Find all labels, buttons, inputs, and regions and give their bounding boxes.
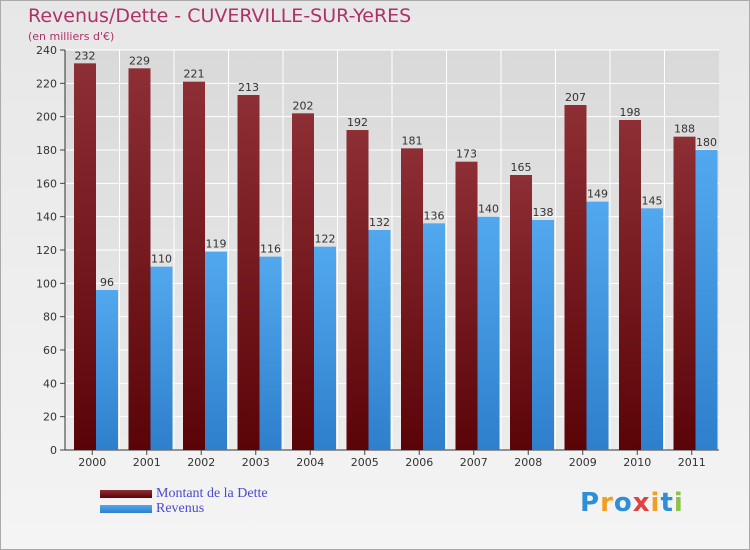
bar-dette-2003 <box>237 95 260 450</box>
data-label-dette-2010: 198 <box>620 106 641 119</box>
bar-dette-2010 <box>619 120 641 450</box>
legend-label-dette: Montant de la Dette <box>156 485 268 501</box>
data-label-revenus-2002: 119 <box>206 238 227 251</box>
logo-letter: x <box>632 488 651 518</box>
ytick-label-180: 180 <box>36 144 57 157</box>
xtick-label-2000: 2000 <box>78 456 106 469</box>
xtick-label-2001: 2001 <box>133 456 161 469</box>
bar-revenus-2011 <box>695 150 718 450</box>
data-label-dette-2003: 213 <box>238 81 259 94</box>
bar-dette-2006 <box>401 148 423 451</box>
data-label-dette-2007: 173 <box>456 148 477 161</box>
bar-revenus-2005 <box>368 230 391 450</box>
data-label-dette-2008: 165 <box>511 161 532 174</box>
data-label-revenus-2007: 140 <box>478 203 499 216</box>
logo-letter: t <box>660 488 674 518</box>
legend-swatch-dette <box>100 489 152 498</box>
ytick-label-20: 20 <box>43 411 57 424</box>
legend-item-dette: Montant de la Dette <box>100 486 268 501</box>
bar-dette-2002 <box>183 81 205 451</box>
data-label-revenus-2005: 132 <box>369 216 390 229</box>
bar-revenus-2007 <box>477 216 500 450</box>
legend: Montant de la Dette Revenus <box>100 486 268 516</box>
bar-revenus-2009 <box>586 201 609 450</box>
bar-dette-2000 <box>74 63 96 450</box>
bar-dette-2009 <box>564 105 587 450</box>
xtick-label-2002: 2002 <box>187 456 215 469</box>
legend-item-revenus: Revenus <box>100 501 268 516</box>
bar-dette-2008 <box>510 175 532 450</box>
data-label-dette-2002: 221 <box>184 68 205 81</box>
logo-letter: P <box>580 488 601 518</box>
data-label-revenus-2004: 122 <box>315 233 336 246</box>
bar-dette-2011 <box>673 136 696 450</box>
ytick-label-200: 200 <box>36 111 57 124</box>
legend-label-revenus: Revenus <box>156 500 205 516</box>
bar-dette-2007 <box>455 161 478 450</box>
chart-subtitle: (en milliers d'€) <box>28 30 115 43</box>
ytick-label-160: 160 <box>36 177 57 190</box>
bar-revenus-2003 <box>259 256 282 450</box>
bar-dette-2005 <box>346 130 369 450</box>
data-label-revenus-2006: 136 <box>424 209 445 222</box>
xtick-label-2009: 2009 <box>569 456 597 469</box>
ytick-label-220: 220 <box>36 77 57 90</box>
data-label-revenus-2011: 180 <box>696 136 717 149</box>
data-label-revenus-2003: 116 <box>260 243 281 256</box>
ytick-label-120: 120 <box>36 244 57 257</box>
xtick-label-2010: 2010 <box>623 456 651 469</box>
data-label-revenus-2009: 149 <box>587 188 608 201</box>
data-label-dette-2005: 192 <box>347 116 368 129</box>
data-label-dette-2006: 181 <box>402 134 423 147</box>
data-label-dette-2011: 188 <box>674 123 695 136</box>
data-label-revenus-2010: 145 <box>642 194 663 207</box>
chart-title: Revenus/Dette - CUVERVILLE-SUR-YeRES <box>28 5 412 27</box>
xtick-label-2003: 2003 <box>242 456 270 469</box>
bar-dette-2001 <box>128 68 151 450</box>
xtick-label-2008: 2008 <box>514 456 542 469</box>
xtick-label-2006: 2006 <box>405 456 433 469</box>
bar-dette-2004 <box>292 113 314 450</box>
bar-revenus-2008 <box>532 220 554 450</box>
bar-revenus-2006 <box>423 223 445 450</box>
data-label-revenus-2008: 138 <box>533 206 554 219</box>
xtick-label-2007: 2007 <box>460 456 488 469</box>
ytick-label-60: 60 <box>43 344 57 357</box>
bar-revenus-2000 <box>96 290 118 450</box>
xtick-label-2011: 2011 <box>678 456 706 469</box>
logo-letter: i <box>650 488 661 518</box>
logo-letter: i <box>673 488 684 518</box>
ytick-label-240: 240 <box>36 44 57 57</box>
bar-revenus-2002 <box>205 251 227 450</box>
ytick-label-80: 80 <box>43 311 57 324</box>
ytick-label-0: 0 <box>50 444 57 457</box>
data-label-revenus-2001: 110 <box>151 253 172 266</box>
data-label-dette-2009: 207 <box>565 91 586 104</box>
bar-revenus-2001 <box>150 266 173 450</box>
ytick-label-140: 140 <box>36 211 57 224</box>
data-label-revenus-2000: 96 <box>100 276 114 289</box>
data-label-dette-2000: 232 <box>75 49 96 62</box>
bar-revenus-2010 <box>641 208 663 450</box>
proxiti-logo: Proxiti <box>580 488 684 518</box>
ytick-label-100: 100 <box>36 277 57 290</box>
bar-revenus-2004 <box>314 246 336 450</box>
xtick-label-2005: 2005 <box>351 456 379 469</box>
ytick-label-40: 40 <box>43 377 57 390</box>
data-label-dette-2004: 202 <box>293 99 314 112</box>
logo-letter: r <box>600 488 614 518</box>
logo-letter: o <box>613 488 633 518</box>
data-label-dette-2001: 229 <box>129 54 150 67</box>
xtick-label-2004: 2004 <box>296 456 324 469</box>
legend-swatch-revenus <box>100 504 152 513</box>
